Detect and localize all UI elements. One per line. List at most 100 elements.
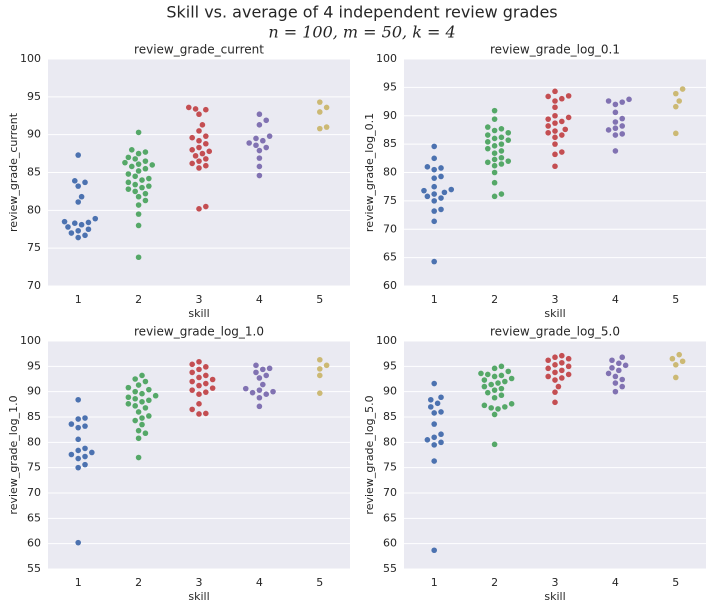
point	[196, 111, 202, 118]
point	[203, 156, 209, 162]
point	[545, 357, 551, 364]
point	[438, 173, 444, 180]
y-tick-label: 55	[27, 562, 41, 575]
point	[142, 197, 149, 204]
point	[75, 199, 81, 205]
y-tick-label: 70	[27, 279, 41, 292]
point	[122, 159, 128, 166]
point	[263, 372, 270, 379]
point	[135, 129, 142, 136]
point	[199, 122, 206, 128]
point	[481, 377, 488, 383]
point	[438, 439, 444, 446]
point	[132, 173, 138, 180]
point	[438, 165, 444, 171]
point	[676, 351, 683, 358]
x-axis-label: skill	[188, 307, 209, 320]
point	[481, 383, 488, 390]
point	[565, 363, 572, 370]
y-tick-label: 85	[27, 166, 41, 179]
point	[491, 169, 498, 176]
point	[481, 402, 488, 409]
point	[612, 109, 619, 116]
point	[545, 123, 551, 129]
point	[196, 137, 202, 144]
y-axis-label: review_grade_current	[7, 112, 20, 232]
point	[82, 445, 88, 452]
point	[317, 125, 323, 132]
point	[246, 140, 252, 146]
point	[196, 206, 202, 212]
x-axis-label: skill	[188, 590, 209, 603]
point	[139, 372, 145, 379]
point	[263, 144, 270, 151]
point	[75, 227, 81, 234]
point	[132, 395, 138, 402]
point	[75, 424, 81, 431]
point	[491, 143, 498, 149]
point	[256, 155, 263, 161]
point	[498, 154, 505, 161]
point	[498, 148, 505, 154]
x-tick-label: 2	[491, 576, 498, 589]
y-tick-label: 90	[383, 109, 397, 122]
point	[431, 434, 438, 441]
point	[612, 373, 619, 380]
point	[75, 447, 81, 454]
point	[431, 183, 438, 190]
point	[135, 211, 142, 217]
point	[609, 357, 615, 364]
point	[125, 186, 132, 192]
point	[616, 367, 622, 374]
x-axis-label: skill	[544, 307, 565, 320]
point	[495, 380, 501, 386]
point	[552, 98, 558, 104]
y-tick-label: 95	[383, 80, 397, 93]
point	[424, 437, 431, 443]
y-tick-label: 65	[383, 511, 397, 524]
point	[491, 156, 498, 163]
point	[619, 99, 626, 105]
point	[491, 394, 498, 401]
point	[125, 171, 132, 177]
point	[189, 378, 195, 385]
point	[552, 128, 558, 134]
point	[128, 163, 135, 170]
y-tick-label: 70	[27, 486, 41, 499]
point	[605, 370, 612, 377]
point	[612, 132, 619, 138]
point	[498, 385, 505, 392]
point	[491, 193, 498, 200]
point	[196, 144, 202, 151]
point	[491, 162, 498, 169]
point	[82, 415, 88, 421]
point	[209, 376, 216, 383]
point	[85, 226, 92, 233]
point	[545, 116, 551, 122]
point	[431, 208, 438, 214]
point	[203, 372, 209, 379]
point	[559, 375, 565, 381]
point	[142, 149, 149, 155]
point	[559, 352, 565, 359]
point	[135, 435, 142, 442]
point	[498, 134, 505, 141]
point	[132, 376, 138, 382]
point	[431, 258, 438, 265]
point	[505, 129, 512, 136]
y-tick-label: 80	[27, 203, 41, 216]
point	[491, 135, 498, 142]
point	[192, 106, 199, 112]
point	[266, 133, 273, 139]
point	[125, 179, 132, 186]
point	[484, 145, 491, 152]
y-tick-label: 75	[27, 241, 41, 254]
point	[622, 362, 629, 369]
point	[75, 152, 81, 158]
x-tick-label: 4	[256, 576, 263, 589]
point	[242, 385, 249, 392]
y-tick-label: 100	[20, 334, 41, 347]
point	[552, 377, 558, 383]
point	[552, 141, 558, 147]
point	[203, 133, 209, 139]
